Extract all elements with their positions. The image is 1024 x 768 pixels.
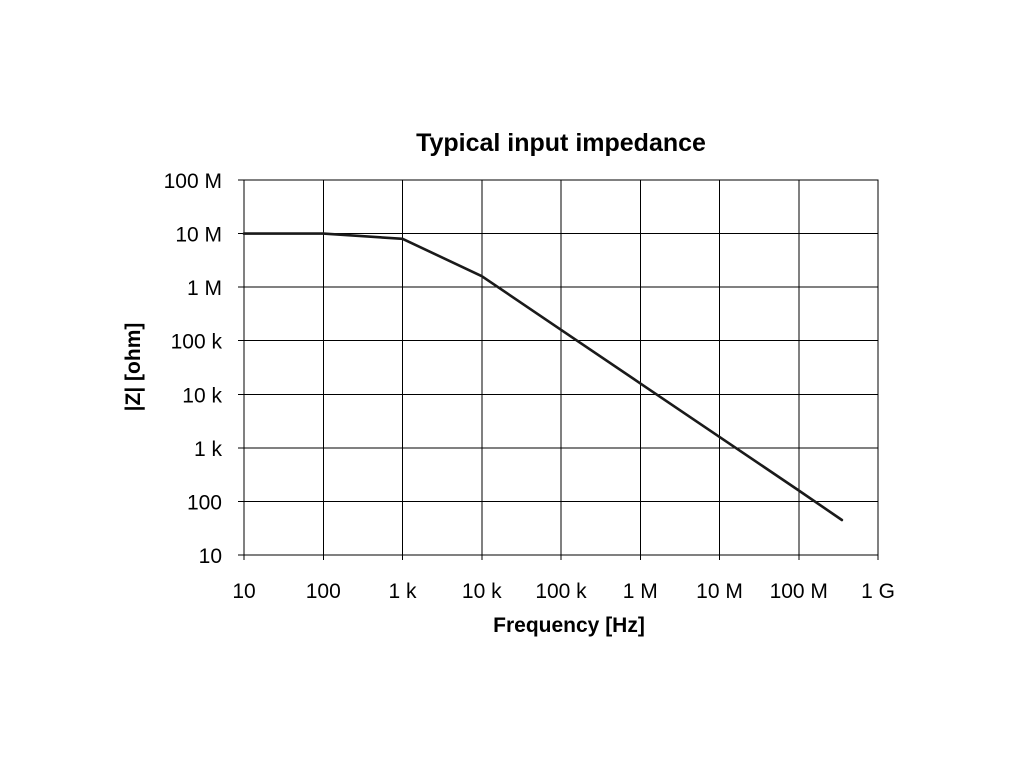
y-tick-label: 100 (187, 491, 222, 514)
x-axis: 10 100 1 k 10 k 100 k 1 M 10 M 100 M 1 G (232, 555, 895, 603)
x-tick-label: 1 M (623, 580, 658, 603)
y-tick-label: 10 (199, 545, 222, 568)
chart-title: Typical input impedance (416, 129, 706, 157)
x-tick-label: 100 M (770, 580, 828, 603)
x-tick-label: 1 G (861, 580, 895, 603)
y-axis: 10 100 1 k 10 k 100 k 1 M 10 M 100 M (164, 170, 244, 568)
impedance-curve (242, 232, 844, 522)
y-tick-label: 100 k (171, 331, 223, 354)
x-tick-label: 100 (306, 580, 341, 603)
y-tick-label: 100 M (164, 170, 222, 193)
y-tick-label: 10 k (182, 384, 222, 407)
x-tick-label: 10 k (462, 580, 502, 603)
grid (243, 179, 879, 556)
x-tick-label: 10 M (696, 580, 743, 603)
x-axis-title: Frequency [Hz] (493, 614, 645, 637)
y-tick-label: 10 M (175, 224, 222, 247)
x-tick-label: 10 (232, 580, 255, 603)
x-tick-label: 100 k (535, 580, 587, 603)
y-tick-label: 1 M (187, 277, 222, 300)
x-tick-label: 1 k (388, 580, 417, 603)
y-tick-label: 1 k (194, 438, 223, 461)
y-axis-title: |Z| [ohm] (122, 323, 145, 412)
series-group (242, 232, 844, 522)
